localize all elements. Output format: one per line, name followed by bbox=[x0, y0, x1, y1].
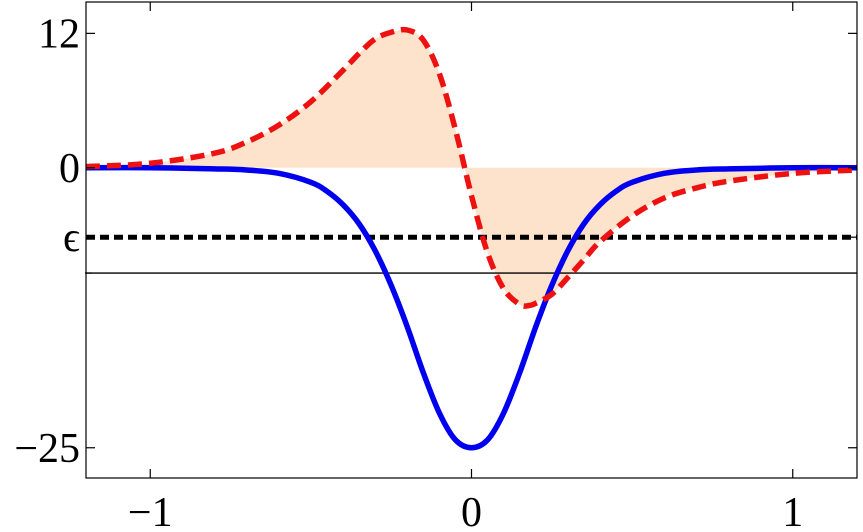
x-tick-label: −1 bbox=[128, 490, 173, 532]
y-tick-label: −25 bbox=[14, 426, 80, 472]
ticks-layer: 12 0 ϵ −25 −1 0 1 bbox=[14, 2, 857, 532]
series-0-solid-line bbox=[85, 164, 858, 451]
y-tick-label: 0 bbox=[59, 146, 80, 192]
plot-frame bbox=[85, 1, 858, 479]
y-tick-label: ϵ bbox=[63, 215, 80, 261]
series-1-fill-area bbox=[86, 29, 857, 307]
x-tick-label: 1 bbox=[782, 490, 803, 532]
fills-layer bbox=[86, 29, 857, 307]
series-layer bbox=[85, 26, 858, 451]
y-tick-label: 12 bbox=[38, 11, 80, 57]
series-1-dashed-line bbox=[85, 26, 858, 309]
x-tick-label: 0 bbox=[461, 490, 482, 532]
